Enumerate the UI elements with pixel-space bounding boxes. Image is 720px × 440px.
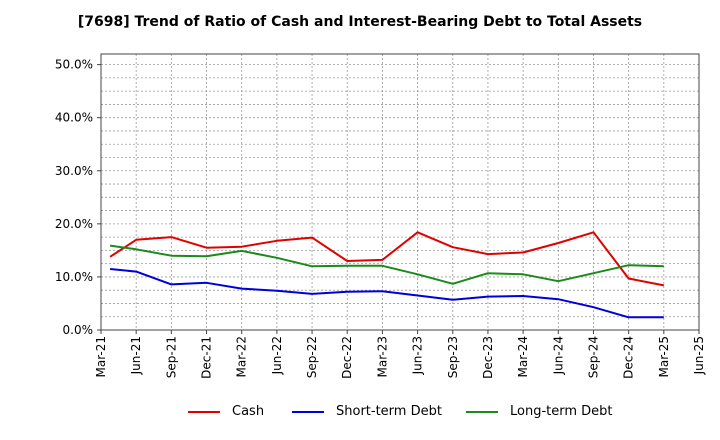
x-tick-label: Sep-24 [586, 336, 600, 378]
legend-swatch-long-term-debt [466, 410, 498, 413]
x-tick-label: Mar-22 [235, 336, 249, 377]
legend-label-short-term-debt: Short-term Debt [336, 404, 442, 419]
x-tick-label: Dec-23 [481, 336, 495, 379]
y-axis: 0.0% 10.0% 20.0% 30.0% 40.0% 50.0% [55, 58, 101, 337]
legend-label-long-term-debt: Long-term Debt [510, 404, 613, 419]
x-tick-label: Jun-22 [270, 336, 284, 375]
x-tick-label: Mar-25 [657, 336, 671, 377]
legend-item-cash: Cash [188, 404, 264, 419]
series-line-long-term-debt [109, 244, 664, 285]
legend-swatch-short-term-debt [292, 410, 324, 413]
x-tick-label: Jun-23 [411, 336, 425, 375]
y-tick-label: 10.0% [55, 270, 93, 284]
series-line-cash [109, 231, 664, 287]
x-tick-label: Mar-24 [516, 336, 530, 377]
grid-layer [100, 54, 700, 330]
legend-item-short-term-debt: Short-term Debt [292, 404, 442, 419]
legend-swatch-cash [188, 410, 220, 413]
plot-frame [100, 53, 700, 331]
y-tick-label: 0.0% [63, 323, 94, 337]
x-tick-label: Sep-23 [446, 336, 460, 378]
x-tick-label: Jun-21 [129, 336, 143, 375]
x-tick-label: Dec-21 [200, 336, 214, 379]
y-tick-label: 50.0% [55, 58, 93, 72]
series-layer [109, 231, 664, 319]
x-tick-label: Jun-24 [551, 336, 565, 375]
x-tick-label: Dec-22 [340, 336, 354, 379]
x-tick-label: Jun-25 [692, 336, 706, 375]
y-tick-label: 40.0% [55, 111, 93, 125]
y-tick-label: 30.0% [55, 164, 93, 178]
legend-item-long-term-debt: Long-term Debt [466, 404, 613, 419]
series-line-short-term-debt [110, 268, 664, 319]
legend-label-cash: Cash [232, 404, 265, 419]
x-tick-label: Mar-21 [94, 336, 108, 377]
x-tick-label: Sep-21 [164, 336, 178, 378]
x-tick-label: Sep-22 [305, 336, 319, 378]
x-tick-label: Mar-23 [375, 336, 389, 377]
x-axis: Mar-21 Jun-21 Sep-21 Dec-21 Mar-22 Jun-22 Sep-… [94, 330, 706, 379]
legend: Cash Short-term Debt Long-term Debt [0, 404, 720, 426]
chart-title: [7698] Trend of Ratio of Cash and Intere… [77, 14, 643, 30]
x-tick-label: Dec-24 [622, 336, 636, 379]
y-tick-label: 20.0% [55, 217, 93, 231]
